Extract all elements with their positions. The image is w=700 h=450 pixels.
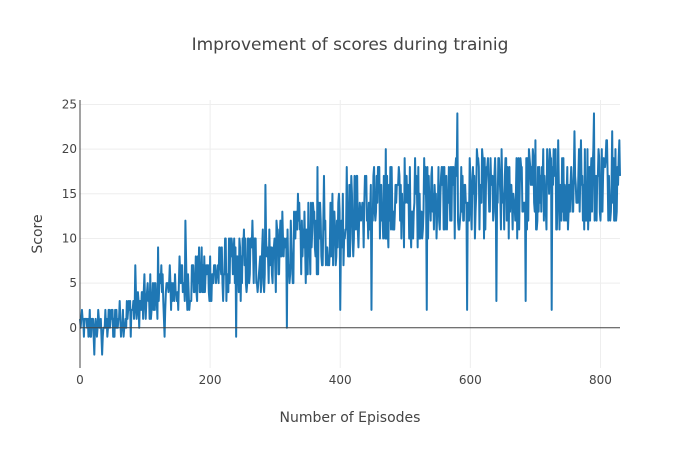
x-tick-label: 600 — [459, 373, 482, 387]
y-tick-label: 5 — [69, 276, 77, 290]
y-axis-title: Score — [30, 214, 46, 253]
x-tick-label: 400 — [329, 373, 352, 387]
chart-title: Improvement of scores during trainig — [192, 35, 509, 55]
series-layer — [79, 112, 621, 356]
score-series-line — [79, 112, 621, 356]
axes: 0 5 10 15 20 25 0 200 400 600 800 — [62, 97, 620, 387]
y-tick-label: 20 — [62, 142, 77, 156]
x-tick-label: 200 — [199, 373, 222, 387]
x-tick-label: 0 — [76, 373, 84, 387]
y-tick-label: 25 — [62, 97, 77, 111]
x-axis-title: Number of Episodes — [280, 410, 421, 426]
y-tick-label: 0 — [69, 321, 77, 335]
y-tick-label: 10 — [62, 231, 77, 245]
x-tick-label: 800 — [589, 373, 612, 387]
y-tick-label: 15 — [62, 187, 77, 201]
